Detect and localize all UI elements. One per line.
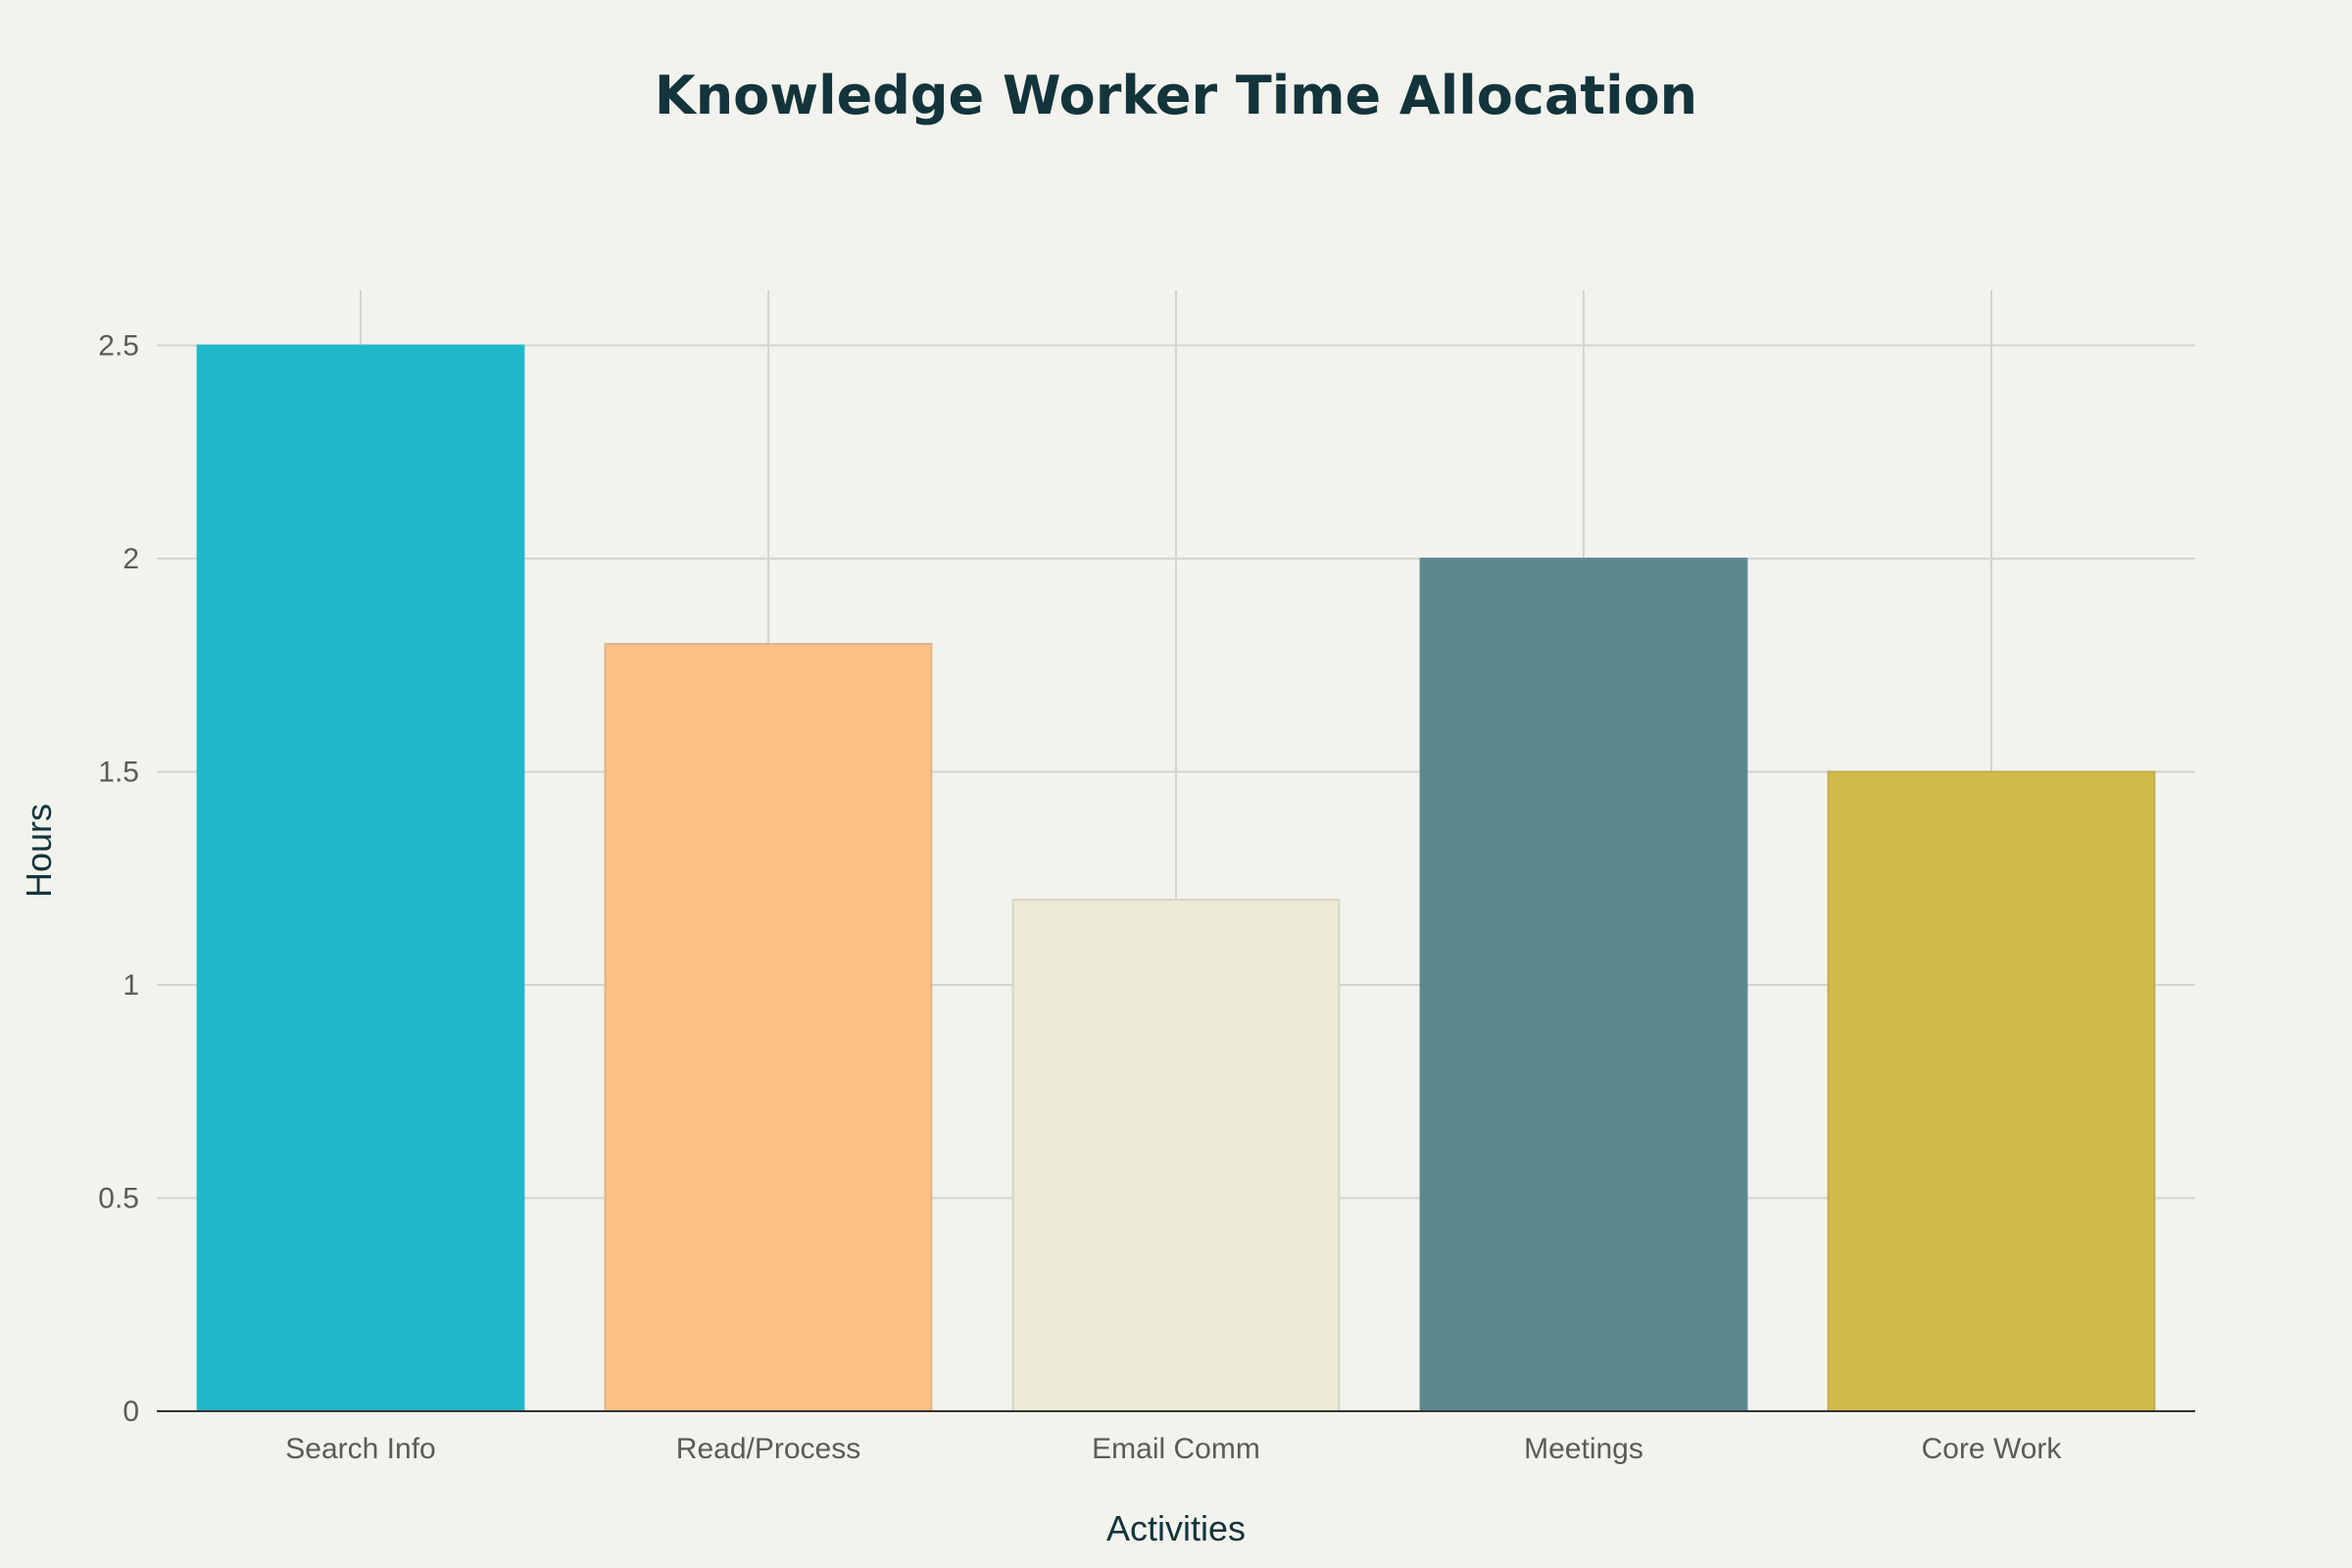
x-tick-label: Meetings: [1524, 1433, 1643, 1465]
y-tick-labels: 0 0.5 1 1.5 2 2.5: [98, 330, 139, 1428]
y-tick-label: 2: [122, 543, 139, 575]
x-tick-label: Read/Process: [676, 1433, 860, 1465]
bar-read-process[interactable]: [604, 643, 933, 1412]
x-tick-label: Core Work: [1922, 1433, 2063, 1465]
x-tick-label: Email Comm: [1092, 1433, 1260, 1465]
x-tick-label: Search Info: [285, 1433, 435, 1465]
x-axis-title: Activities: [1106, 1508, 1246, 1548]
x-tick-labels: Search Info Read/Process Email Comm Meeting…: [285, 1433, 2062, 1465]
bar-meetings[interactable]: [1419, 558, 1748, 1412]
y-tick-label: 0: [122, 1396, 139, 1428]
y-tick-label: 0.5: [98, 1183, 139, 1215]
bar-email-comm[interactable]: [1011, 899, 1341, 1412]
bar-search-info[interactable]: [196, 344, 525, 1413]
y-axis-title: Hours: [19, 804, 59, 898]
y-tick-label: 2.5: [98, 330, 139, 363]
y-tick-label: 1: [122, 969, 139, 1002]
bar-core-work[interactable]: [1827, 770, 2156, 1412]
chart-title: Knowledge Worker Time Allocation: [655, 65, 1697, 126]
y-tick-label: 1.5: [98, 757, 139, 789]
